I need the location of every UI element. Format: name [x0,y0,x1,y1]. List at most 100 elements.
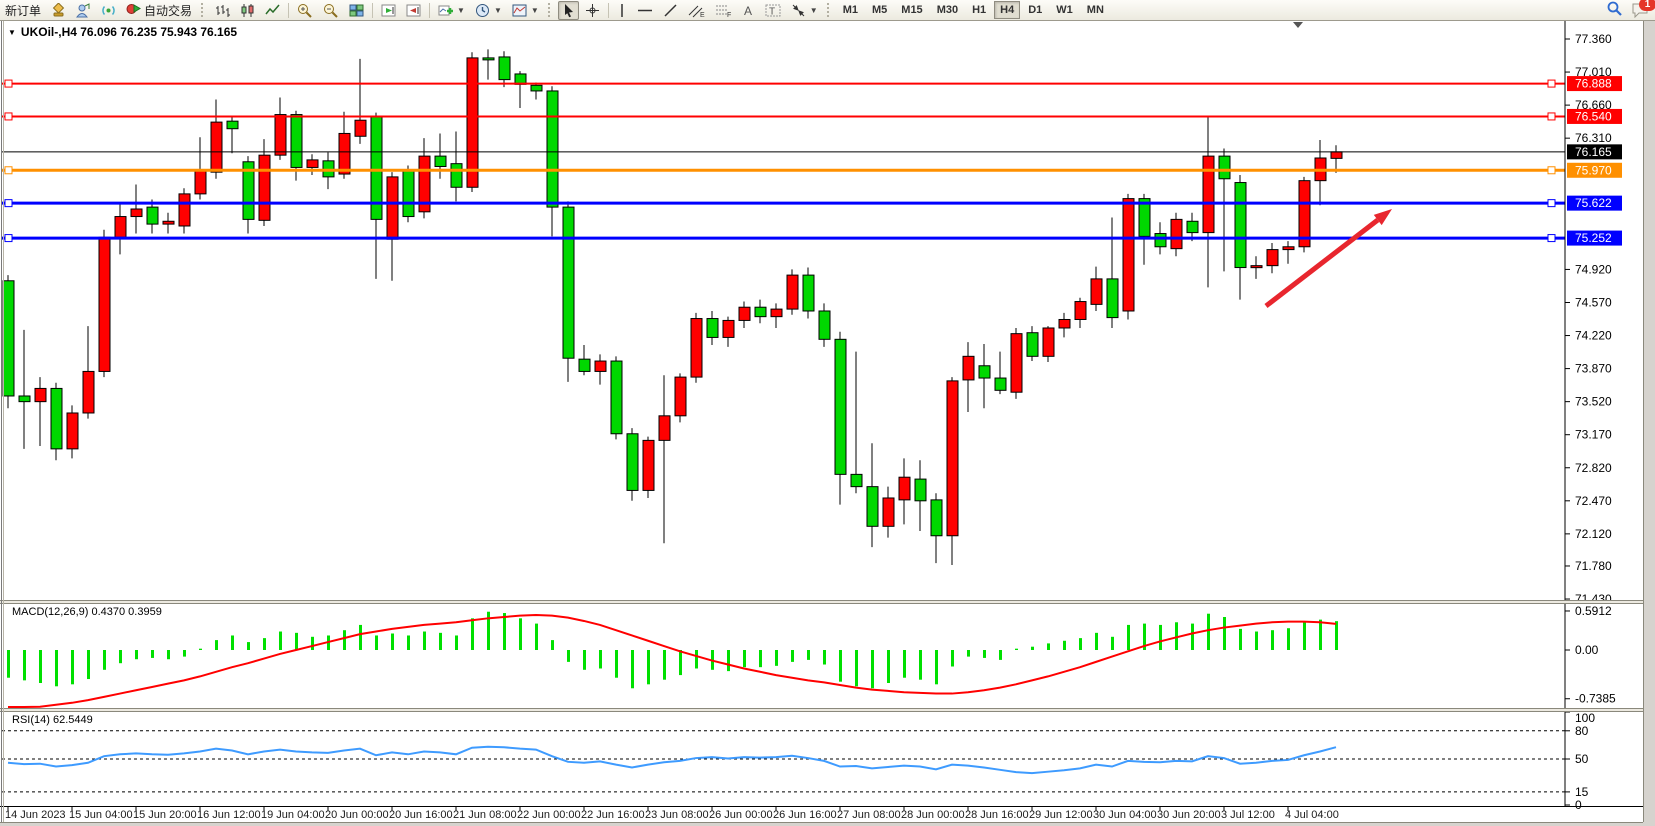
line-chart-icon[interactable] [261,1,284,20]
macd-histogram-bar [343,630,346,650]
signal-icon[interactable] [97,1,120,20]
hline-handle[interactable] [4,112,13,121]
text-button[interactable]: A [738,1,759,20]
horizontal-line-button[interactable] [633,1,657,20]
timeframe-mn-button[interactable]: MN [1086,4,1104,16]
time-tick-label: 30 Jun 20:00 [1157,809,1221,821]
new-order-button[interactable]: 新订单 [5,3,42,18]
macd-histogram-bar [663,650,666,680]
trend-arrow-line[interactable] [1264,217,1380,308]
candle [162,220,175,225]
candle [98,236,111,372]
search-icon[interactable] [1606,0,1623,20]
candle [1250,265,1263,269]
timeframe-w1-button[interactable]: W1 [1056,4,1073,16]
hline-handle[interactable] [4,79,13,88]
macd-histogram-bar [871,650,874,689]
price-tick-label: 73.170 [1575,428,1612,442]
expert-advisor-icon[interactable] [72,1,95,20]
macd-histogram-bar [311,636,314,650]
macd-histogram-bar [1287,628,1290,650]
timeframe-m15-button[interactable]: M15 [901,4,923,16]
trendline-button[interactable] [659,1,682,20]
add-indicator-button[interactable]: ▼ [434,1,469,20]
hline-handle[interactable] [1547,112,1556,121]
candle [1186,220,1199,234]
macd-histogram-bar [231,635,234,650]
time-tick-label: 3 Jul 12:00 [1221,809,1275,821]
hline-handle[interactable] [1547,234,1556,243]
zoom-in-icon[interactable] [293,1,317,20]
hline-handle[interactable] [1547,199,1556,208]
timeframe-d1-button[interactable]: D1 [1028,4,1043,16]
candle [2,280,15,397]
price-tick-label: 73.520 [1575,395,1612,409]
dropdown-icon: ▼ [457,5,465,15]
chart-shift-icon[interactable] [402,1,425,20]
timeframe-h1-button[interactable]: H1 [972,4,987,16]
chat-button[interactable]: 1 [1631,0,1655,18]
period-button[interactable]: ▼ [471,1,506,20]
zoom-out-icon[interactable] [319,1,343,20]
macd-histogram-bar [823,650,826,665]
bar-chart-icon[interactable] [211,1,234,20]
template-button[interactable]: ▼ [508,1,543,20]
hline-handle[interactable] [1547,166,1556,175]
timeframe-m5-button[interactable]: M5 [872,4,888,16]
cursor-button[interactable] [557,0,579,20]
trend-arrow-head[interactable] [1373,209,1392,226]
candle [898,476,911,501]
crosshair-button[interactable] [581,1,604,20]
vertical-line-button[interactable] [613,1,631,20]
macd-histogram-bar [567,650,570,662]
macd-histogram-bar [1015,648,1018,650]
panel-divider[interactable] [0,600,1643,604]
macd-histogram-bar [679,650,682,676]
candle [1010,333,1023,393]
candle [498,56,511,81]
timeframe-m30-button[interactable]: M30 [936,4,959,16]
text-label-button[interactable]: T [761,1,785,20]
macd-histogram-bar [1271,630,1274,650]
price-tick-label: 77.010 [1575,65,1612,79]
candle [994,377,1007,391]
candle [786,274,799,310]
auto-trading-icon [126,1,142,19]
chart-shift-marker[interactable] [1293,22,1303,28]
panel-divider[interactable] [0,708,1643,712]
timeframe-m1-button[interactable]: M1 [842,4,858,16]
hline-handle[interactable] [4,234,13,243]
macd-histogram-bar [1303,622,1306,650]
candle [562,206,575,359]
price-tick-label: 74.920 [1575,262,1612,276]
tile-windows-icon[interactable] [345,1,368,20]
stamp-icon[interactable] [47,1,70,20]
rsi-indicator-label: RSI(14) 62.5449 [12,714,93,726]
time-tick-label: 15 Jun 04:00 [69,809,133,821]
auto-scroll-icon[interactable] [377,1,400,20]
candle [578,358,591,372]
equidistant-channel-button[interactable]: E [684,1,709,20]
timeframe-h4-button[interactable]: H4 [994,1,1021,19]
time-tick-label: 20 Jun 16:00 [389,809,453,821]
macd-histogram-bar [903,650,906,678]
candle [178,193,191,227]
macd-histogram-bar [183,650,186,657]
time-tick-label: 30 Jun 04:00 [1093,809,1157,821]
macd-histogram-bar [487,611,490,650]
candle [66,412,79,450]
fibonacci-button[interactable]: F [711,1,736,20]
auto-trading-button[interactable]: 自动交易 [122,1,196,20]
hline-price-label-box [1567,76,1622,92]
hline-handle[interactable] [1547,79,1556,88]
candlestick-chart-icon[interactable] [236,1,259,20]
hline-handle[interactable] [4,166,13,175]
candle [594,360,607,372]
candle [1058,318,1071,329]
symbol-list-toggle-icon[interactable]: ▼ [8,27,16,37]
macd-signal-line [8,614,1337,708]
arrows-button[interactable]: ▼ [787,1,822,20]
hline-handle[interactable] [4,199,13,208]
rsi-axis-label: 50 [1575,752,1589,766]
candle [386,176,399,240]
